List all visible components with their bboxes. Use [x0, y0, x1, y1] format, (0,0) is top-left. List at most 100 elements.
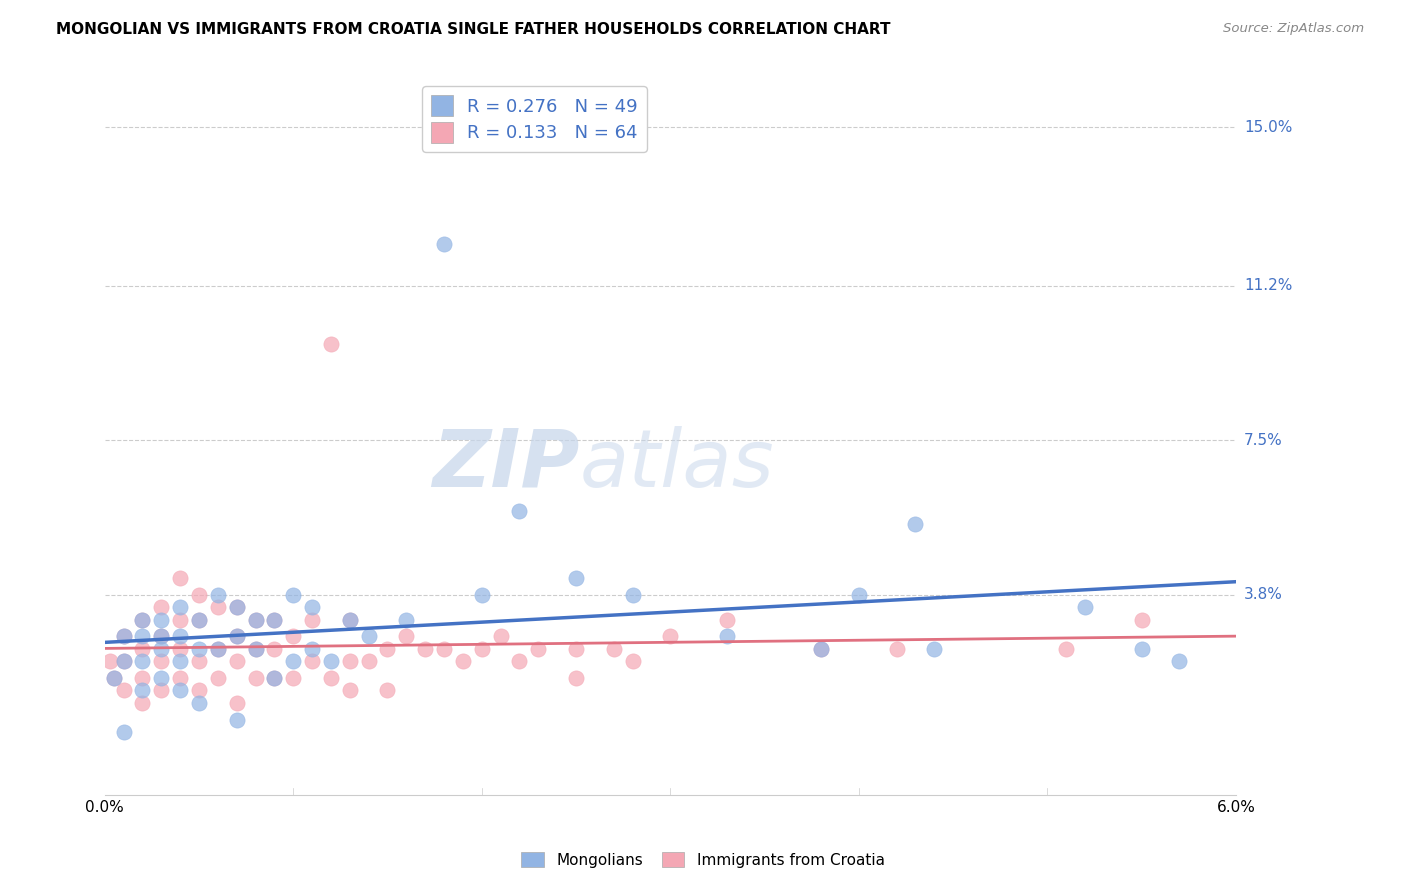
Point — [245, 613, 267, 627]
Point — [112, 683, 135, 698]
Point — [283, 588, 305, 602]
Point — [263, 613, 285, 627]
Point — [602, 641, 624, 656]
Point — [187, 588, 209, 602]
Point — [565, 571, 588, 585]
Point — [508, 654, 530, 668]
Point — [150, 641, 173, 656]
Point — [339, 654, 361, 668]
Point — [225, 713, 247, 727]
Point — [103, 671, 125, 685]
Point — [716, 629, 738, 643]
Point — [112, 629, 135, 643]
Point — [245, 641, 267, 656]
Point — [886, 641, 908, 656]
Point — [301, 613, 323, 627]
Point — [527, 641, 550, 656]
Point — [169, 613, 191, 627]
Point — [131, 696, 153, 710]
Point — [245, 641, 267, 656]
Point — [319, 671, 342, 685]
Point — [150, 629, 173, 643]
Point — [187, 613, 209, 627]
Point — [131, 641, 153, 656]
Point — [225, 696, 247, 710]
Point — [187, 654, 209, 668]
Point — [207, 641, 229, 656]
Point — [565, 641, 588, 656]
Point — [187, 696, 209, 710]
Point — [922, 641, 945, 656]
Point — [169, 571, 191, 585]
Text: MONGOLIAN VS IMMIGRANTS FROM CROATIA SINGLE FATHER HOUSEHOLDS CORRELATION CHART: MONGOLIAN VS IMMIGRANTS FROM CROATIA SIN… — [56, 22, 891, 37]
Point — [225, 600, 247, 615]
Point — [225, 600, 247, 615]
Legend: Mongolians, Immigrants from Croatia: Mongolians, Immigrants from Croatia — [513, 844, 893, 875]
Point — [150, 671, 173, 685]
Point — [489, 629, 512, 643]
Point — [471, 588, 494, 602]
Point — [112, 654, 135, 668]
Point — [283, 654, 305, 668]
Point — [263, 671, 285, 685]
Point — [1130, 641, 1153, 656]
Point — [621, 654, 644, 668]
Point — [169, 600, 191, 615]
Point — [131, 613, 153, 627]
Point — [112, 629, 135, 643]
Point — [508, 504, 530, 518]
Point — [904, 516, 927, 531]
Point — [301, 641, 323, 656]
Point — [131, 613, 153, 627]
Point — [187, 641, 209, 656]
Point — [565, 671, 588, 685]
Text: 3.8%: 3.8% — [1244, 587, 1284, 602]
Point — [225, 629, 247, 643]
Point — [339, 613, 361, 627]
Point — [1074, 600, 1097, 615]
Point — [810, 641, 832, 656]
Text: 15.0%: 15.0% — [1244, 120, 1292, 135]
Point — [377, 641, 399, 656]
Point — [169, 683, 191, 698]
Point — [207, 641, 229, 656]
Point — [1168, 654, 1191, 668]
Point — [225, 654, 247, 668]
Point — [245, 671, 267, 685]
Point — [357, 654, 380, 668]
Point — [150, 654, 173, 668]
Point — [207, 588, 229, 602]
Point — [810, 641, 832, 656]
Point — [263, 671, 285, 685]
Point — [187, 613, 209, 627]
Point — [339, 683, 361, 698]
Point — [413, 641, 436, 656]
Point — [169, 654, 191, 668]
Point — [319, 337, 342, 351]
Point — [225, 629, 247, 643]
Point — [451, 654, 474, 668]
Point — [395, 613, 418, 627]
Point — [357, 629, 380, 643]
Point — [207, 600, 229, 615]
Point — [207, 671, 229, 685]
Text: Source: ZipAtlas.com: Source: ZipAtlas.com — [1223, 22, 1364, 36]
Point — [283, 629, 305, 643]
Point — [245, 613, 267, 627]
Text: atlas: atlas — [579, 425, 775, 504]
Point — [187, 683, 209, 698]
Point — [150, 683, 173, 698]
Point — [98, 654, 121, 668]
Point — [131, 654, 153, 668]
Point — [659, 629, 682, 643]
Point — [395, 629, 418, 643]
Point — [1054, 641, 1077, 656]
Point — [301, 654, 323, 668]
Point — [621, 588, 644, 602]
Point — [848, 588, 870, 602]
Point — [112, 725, 135, 739]
Point — [263, 641, 285, 656]
Point — [433, 641, 456, 656]
Point — [339, 613, 361, 627]
Point — [716, 613, 738, 627]
